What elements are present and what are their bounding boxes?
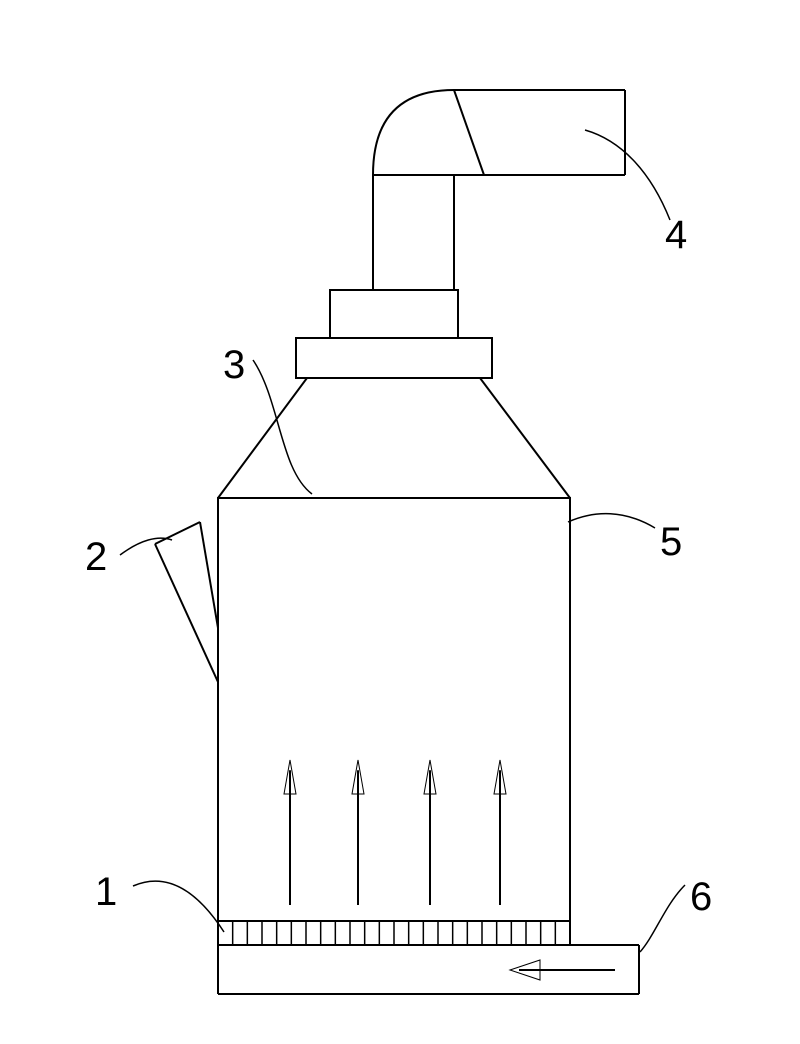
callout-label-4: 4 [665,213,687,257]
callout-label-3: 3 [223,343,245,387]
callout-label-2: 2 [85,535,107,579]
callout-leader-5 [568,514,655,528]
callout-label-1: 1 [95,870,117,914]
callout-leader-2 [120,538,172,555]
callout-leader-6 [640,885,685,952]
callout-label-5: 5 [660,520,682,564]
callout-leader-3 [253,360,312,494]
callout-leader-1 [133,881,224,932]
callout-label-6: 6 [690,875,712,919]
